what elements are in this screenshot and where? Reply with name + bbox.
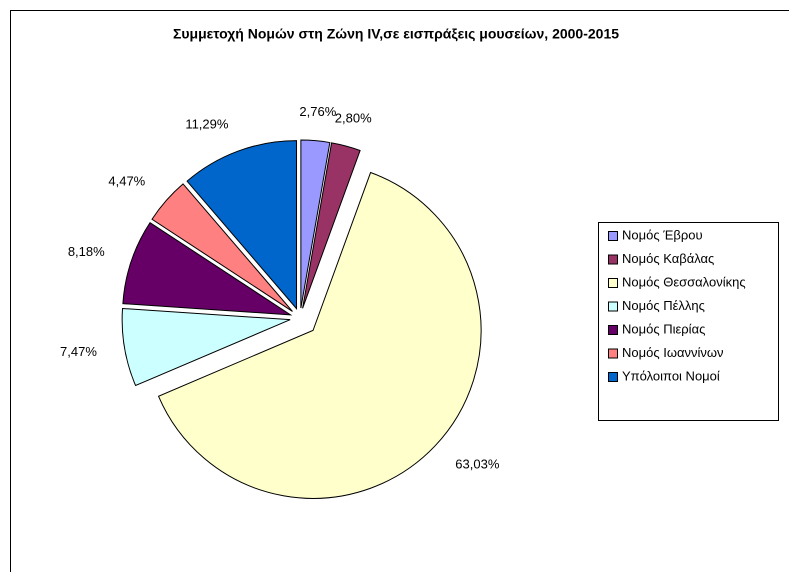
data-label: 63,03% <box>455 457 500 472</box>
pie-slice <box>122 221 293 316</box>
pie-slice <box>157 171 482 499</box>
legend-box <box>598 222 779 421</box>
data-label: 11,29% <box>185 116 229 131</box>
data-label: 7,47% <box>60 344 97 359</box>
data-label: 2,80% <box>335 110 372 125</box>
chart-title: Συμμετοχή Νομών στη Ζώνη IV,σε εισπράξει… <box>173 26 619 42</box>
data-label: 4,47% <box>108 173 145 188</box>
legend-swatch <box>608 254 618 265</box>
legend-label: Νομός Πιερίας <box>622 321 705 336</box>
legend-label: Νομός Έβρου <box>622 227 703 242</box>
legend-label: Νομός Ιωαννίνων <box>622 345 724 360</box>
pie-slice <box>151 183 293 312</box>
data-label: 8,18% <box>68 244 105 259</box>
legend-swatch <box>608 325 618 335</box>
legend-swatch <box>608 301 618 312</box>
legend-swatch <box>608 348 618 359</box>
legend-swatch <box>608 231 618 241</box>
legend-label: Υπόλοιποι Νομοί <box>622 368 720 383</box>
legend-swatch <box>608 278 618 288</box>
legend-swatch <box>608 372 618 382</box>
pie-slice <box>121 307 291 387</box>
legend-label: Νομός Καβάλας <box>622 251 714 266</box>
pie-slice <box>300 139 331 309</box>
pie-slice <box>186 140 298 310</box>
legend-label: Νομός Πέλλης <box>622 298 705 313</box>
legend-label: Νομός Θεσσαλονίκης <box>622 274 746 289</box>
pie-slice <box>302 142 361 309</box>
data-label: 2,76% <box>299 104 336 119</box>
